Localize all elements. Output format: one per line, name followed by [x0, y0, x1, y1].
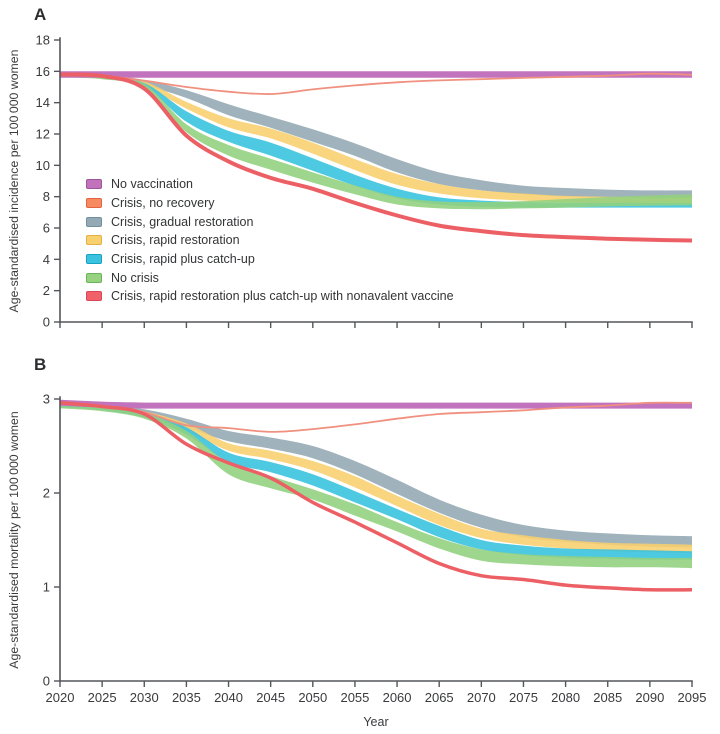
- legend-item-label: No crisis: [111, 270, 159, 285]
- panel-a-series-crisis-no-recovery-line: [59, 72, 693, 95]
- panel-a-y-tick-label: 2: [43, 283, 50, 298]
- panel-b-series-crisis-no-recovery-line: [59, 401, 693, 433]
- legend-swatch-icon: [86, 235, 102, 246]
- panel-b-series-crisis-rapid-restoration-band: [60, 401, 692, 554]
- legend-item: Crisis, rapid restoration: [86, 231, 454, 250]
- panel-b-y-axis-title: Age-standardised mortality per 100 000 w…: [7, 411, 21, 669]
- legend: No vaccination Crisis, no recovery Crisis,…: [86, 175, 454, 306]
- panel-a-series-crisis-rapid-restoration-plus-catch-up-with-nonavalent-vaccine-line: [59, 72, 693, 243]
- panel-b-series-no-vaccination-line: [59, 399, 692, 409]
- panel-b-x-tick-label: 2035: [172, 690, 201, 705]
- x-axis-title: Year: [363, 715, 388, 729]
- panel-a-y-tick-label: 10: [36, 158, 50, 173]
- legend-item-label: Crisis, gradual restoration: [111, 214, 254, 229]
- legend-item: Crisis, no recovery: [86, 194, 454, 213]
- panel-b-x-tick-label: 2040: [214, 690, 243, 705]
- panel-b-series-crisis-gradual-restoration-band: [60, 400, 692, 548]
- panel-a-y-tick-label: 14: [36, 95, 50, 110]
- legend-item-label: No vaccination: [111, 177, 193, 192]
- panel-b-x-tick-label: 2050: [298, 690, 327, 705]
- panel-b-x-tick-label: 2070: [467, 690, 496, 705]
- panel-a-y-tick-label: 18: [36, 33, 50, 48]
- panel-b-x-tick-label: 2085: [593, 690, 622, 705]
- panel-a-plot: 0 2 4 6 8 10 12 14 16 18: [36, 33, 693, 330]
- panel-b-x-tick-label: 2025: [88, 690, 117, 705]
- panel-b-x-tick-label: 2075: [509, 690, 538, 705]
- panel-a-y-tick-label: 6: [43, 221, 50, 236]
- panel-a-series-crisis-gradual-restoration-band: [60, 72, 692, 199]
- panel-b-x-tick-label: 2095: [678, 690, 707, 705]
- legend-swatch-icon: [86, 272, 102, 283]
- panel-b-x-tick-label: 2020: [46, 690, 75, 705]
- panel-b-x-tick-label: 2055: [340, 690, 369, 705]
- panel-b-plot: 0 1 2 3 2020 2025 2030 2035 2040 2045 2050 2055 2060…: [43, 392, 707, 730]
- legend-swatch-icon: [86, 216, 102, 227]
- legend-swatch-icon: [86, 291, 102, 302]
- panel-a-y-tick-label: 16: [36, 64, 50, 79]
- panel-b-series-crisis-rapid-restoration-plus-catch-up-with-nonavalent-vaccine-line: [59, 401, 693, 592]
- panel-b-x-tick-label: 2060: [383, 690, 412, 705]
- panel-b-y-tick-label: 2: [43, 486, 50, 501]
- legend-item: No vaccination: [86, 175, 454, 194]
- legend-item-label: Crisis, no recovery: [111, 196, 215, 211]
- panel-b-x-tick-label: 2030: [130, 690, 159, 705]
- panel-b-label: B: [34, 355, 47, 374]
- legend-item-label: Crisis, rapid restoration: [111, 233, 240, 248]
- legend-item-label: Crisis, rapid plus catch-up: [111, 252, 255, 267]
- legend-item: Crisis, gradual restoration: [86, 212, 454, 231]
- panel-b-y-tick-label: 1: [43, 580, 50, 595]
- legend-swatch-icon: [86, 198, 102, 209]
- panel-a-y-axis-title: Age-standardised incidence per 100 000 w…: [7, 49, 21, 313]
- panel-b-y-tick-label: 3: [43, 392, 50, 407]
- legend-item: No crisis: [86, 268, 454, 287]
- legend-swatch-icon: [86, 254, 102, 265]
- panel-a-y-tick-label: 4: [43, 252, 50, 267]
- legend-item: Crisis, rapid plus catch-up: [86, 250, 454, 269]
- panel-a-series-crisis-rapid-restoration-band: [60, 73, 692, 203]
- panel-b-x-tick-label: 2045: [256, 690, 285, 705]
- legend-item: Crisis, rapid restoration plus catch-up …: [86, 287, 454, 306]
- panel-a-label: A: [34, 5, 47, 24]
- panel-b-y-tick-label: 0: [43, 674, 50, 689]
- panel-b-x-tick-label: 2065: [425, 690, 454, 705]
- panel-b-x-tick-label: 2080: [551, 690, 580, 705]
- panel-a-y-tick-label: 8: [43, 189, 50, 204]
- panel-b-x-tick-label: 2090: [635, 690, 664, 705]
- legend-item-label: Crisis, rapid restoration plus catch-up …: [111, 289, 454, 304]
- panel-a-y-tick-label: 12: [36, 127, 50, 142]
- legend-swatch-icon: [86, 179, 102, 190]
- panel-a-y-tick-label: 0: [43, 315, 50, 330]
